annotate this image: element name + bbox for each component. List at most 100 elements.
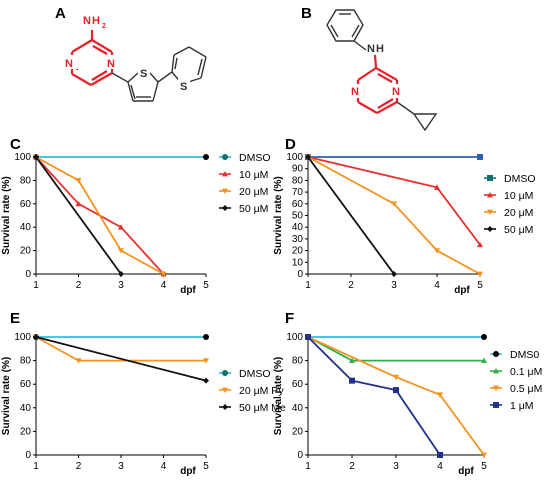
- x-tick-label: 5: [203, 461, 209, 472]
- legend-label: 0.1 μM: [510, 366, 542, 378]
- x-tick-label: 1: [33, 280, 39, 291]
- x-axis-title: dpf: [454, 285, 470, 296]
- legend-label: DMSO: [239, 152, 271, 164]
- x-tick-label: 2: [349, 461, 355, 472]
- legend-label: 0.5 μM: [510, 383, 542, 395]
- x-axis-title: dpf: [180, 466, 196, 477]
- y-tick-label: 20: [292, 246, 304, 257]
- y-tick-label: 100: [286, 332, 303, 343]
- data-point: [481, 357, 487, 363]
- y-axis-title: Survival rate (%): [273, 176, 284, 254]
- y-tick-label: 10: [292, 257, 304, 268]
- series-line-3: [307, 156, 395, 275]
- data-point: [393, 374, 399, 381]
- x-tick-label: 3: [118, 461, 124, 472]
- panel-label-e: E: [10, 310, 20, 327]
- chart-panel-f: F 0 20 40 60 80 100 1 2 3 4 5 dpf Survival rate (%) DM…: [273, 310, 542, 477]
- legend-label: DMS0: [510, 349, 539, 361]
- y-axis-title: Survival rate (%): [1, 357, 12, 435]
- legend-label: 50 μM: [239, 203, 268, 215]
- y-tick-label: 80: [20, 356, 32, 367]
- y-tick-label: 20: [20, 246, 32, 257]
- y-tick-label: 60: [292, 199, 304, 210]
- cyclopropyl: [396, 101, 438, 132]
- series-line-1: [35, 336, 206, 362]
- data-point: [393, 387, 399, 394]
- y-axis-title: Survival rate (%): [1, 176, 12, 254]
- data-point: [477, 271, 483, 277]
- data-point: [75, 358, 82, 364]
- x-tick-label: 2: [76, 280, 82, 291]
- legend-marker: [222, 154, 228, 160]
- panel-label-a: A: [55, 5, 66, 22]
- legend-marker: [487, 209, 493, 215]
- x-tick-label: 3: [118, 280, 124, 291]
- x-tick-label: 5: [477, 280, 483, 291]
- y-tick-label: 50: [292, 211, 304, 222]
- y-tick-label: 40: [292, 222, 304, 233]
- y-tick-label: 100: [14, 152, 31, 163]
- legend-label: DMSO: [504, 173, 536, 185]
- x-tick-label: 3: [391, 280, 397, 291]
- legend-marker: [487, 226, 493, 232]
- molecule-a-structure: N N N H 2 S S: [64, 15, 207, 102]
- legend: DMSO 10 μM 20 μM 50 μM: [484, 173, 536, 236]
- amine-h-b: H: [376, 43, 384, 55]
- data-point: [33, 154, 39, 160]
- data-point: [434, 248, 440, 254]
- y-tick-label: 0: [297, 450, 303, 461]
- x-tick-label: 4: [434, 280, 440, 291]
- data-point: [481, 452, 487, 458]
- y-tick-label: 60: [20, 379, 32, 390]
- series-line-2: [35, 156, 164, 275]
- data-point: [75, 200, 82, 207]
- legend-marker: [222, 404, 228, 410]
- x-tick-label: 1: [305, 461, 311, 472]
- pyrimidine-n-b-right: N: [392, 86, 400, 98]
- y-tick-label: 0: [297, 269, 303, 280]
- data-point: [437, 392, 443, 398]
- y-tick-label: 70: [292, 187, 304, 198]
- bithiophene: [111, 46, 207, 102]
- amine-n: N: [83, 15, 91, 27]
- panel-label-c: C: [10, 136, 21, 153]
- y-tick-label: 90: [292, 164, 304, 175]
- series-line-3: [307, 336, 441, 456]
- y-tick-label: 40: [20, 403, 32, 414]
- data-point: [118, 248, 124, 254]
- data-point: [305, 154, 311, 160]
- legend-marker: [493, 368, 499, 374]
- x-tick-label: 4: [437, 461, 443, 472]
- y-tick-label: 40: [292, 403, 304, 414]
- y-tick-label: 100: [14, 332, 31, 343]
- chart-panel-c: C 0 20 40 60 80 100 1 2 3 4 5 dpf Survival rate (%) DM…: [1, 136, 271, 296]
- data-point: [391, 271, 397, 277]
- data-point: [118, 271, 124, 277]
- data-point: [349, 377, 355, 384]
- series-line-2: [307, 156, 481, 275]
- legend-marker: [493, 385, 499, 391]
- x-tick-label: 4: [161, 461, 167, 472]
- legend: DMSO 20 μM Py 50 μM Me: [219, 368, 286, 414]
- legend-marker: [222, 387, 228, 393]
- data-point: [160, 271, 167, 277]
- thiophene-s1: S: [140, 68, 147, 80]
- legend-marker: [222, 370, 228, 376]
- legend-label: 20 μM: [504, 207, 533, 219]
- series-line-3: [35, 156, 122, 275]
- legend-label: 20 μM: [239, 186, 268, 198]
- y-tick-label: 60: [292, 379, 304, 390]
- data-point: [477, 241, 483, 248]
- phenyl-ring: [326, 9, 367, 51]
- legend-marker: [487, 175, 493, 181]
- y-tick-label: 80: [292, 356, 304, 367]
- data-point: [349, 357, 355, 363]
- x-tick-label: 3: [393, 461, 399, 472]
- data-point: [33, 334, 39, 340]
- data-point: [305, 334, 311, 340]
- x-tick-label: 2: [348, 280, 354, 291]
- data-point: [75, 178, 82, 184]
- legend-marker: [493, 351, 499, 357]
